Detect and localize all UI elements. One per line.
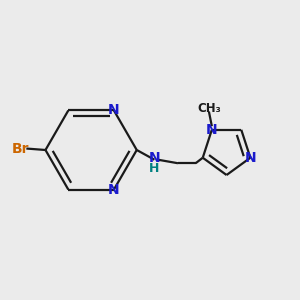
Text: N: N xyxy=(148,151,160,165)
Text: N: N xyxy=(108,182,120,197)
Text: CH₃: CH₃ xyxy=(197,102,221,115)
Text: Br: Br xyxy=(12,142,29,155)
Text: H: H xyxy=(149,162,160,175)
Text: N: N xyxy=(244,151,256,165)
Text: N: N xyxy=(206,123,218,137)
Text: N: N xyxy=(108,103,120,118)
